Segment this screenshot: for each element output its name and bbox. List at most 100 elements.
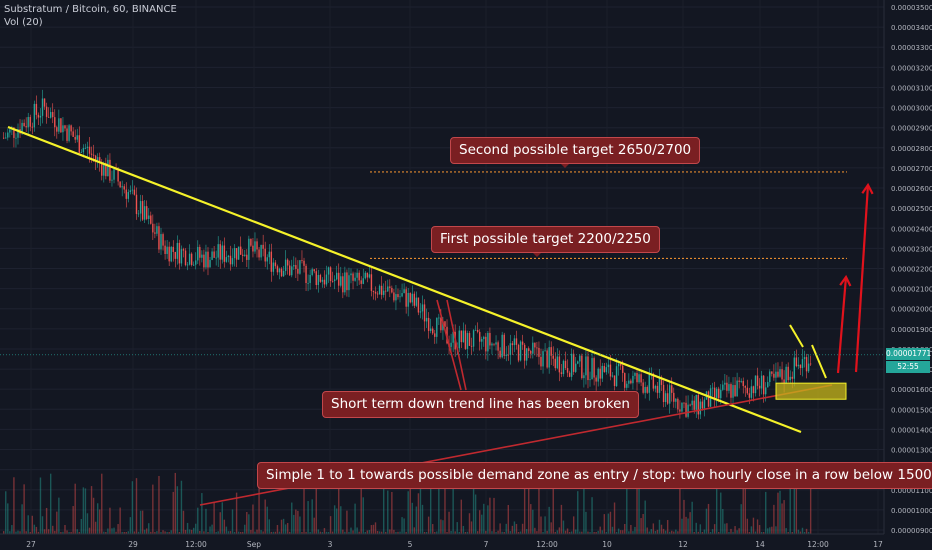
- volume-bar: [45, 507, 48, 534]
- volume-bar: [54, 530, 56, 534]
- candle-body: [199, 246, 201, 258]
- volume-bar: [671, 530, 673, 534]
- volume-bar: [523, 483, 526, 534]
- volume-bar: [49, 473, 52, 534]
- candle-body: [201, 254, 203, 258]
- volume-bar: [501, 531, 503, 534]
- volume-bar: [699, 524, 702, 534]
- volume-bar: [683, 499, 685, 534]
- candle-body: [372, 290, 375, 292]
- candle-body: [348, 275, 350, 291]
- volume-bar: [750, 526, 753, 534]
- volume-bar: [720, 492, 722, 534]
- volume-bar: [476, 531, 479, 534]
- volume-bar: [127, 531, 130, 534]
- candle-body: [595, 377, 597, 382]
- volume-bar: [360, 481, 362, 534]
- volume-bar: [440, 519, 442, 534]
- candle-body: [329, 267, 332, 281]
- volume-bar: [174, 472, 177, 534]
- price-tick-label: 0.00001100: [891, 487, 932, 495]
- downtrend-line: [7, 125, 802, 434]
- candle-body: [231, 258, 234, 265]
- volume-bar: [96, 503, 99, 534]
- second-target-arrow-head: [861, 182, 874, 195]
- candle-body: [211, 251, 213, 260]
- volume-bar: [168, 532, 170, 534]
- volume-bar: [395, 532, 397, 534]
- volume-bar: [229, 531, 232, 534]
- candle-body: [407, 292, 409, 307]
- candle-body: [734, 385, 736, 397]
- candle-body: [25, 126, 27, 128]
- volume-bar: [143, 529, 146, 534]
- volume-bar: [419, 482, 422, 534]
- candle-body: [215, 257, 217, 259]
- candle-body: [395, 294, 397, 301]
- callout-pointer: [532, 252, 542, 257]
- volume-bar: [624, 523, 626, 534]
- candle-body: [509, 343, 512, 355]
- candle-body: [585, 356, 587, 376]
- volume-bar: [284, 524, 287, 534]
- candle-body: [603, 365, 606, 373]
- volume-bar: [536, 531, 538, 534]
- candle-body: [176, 242, 179, 259]
- candle-body: [168, 246, 170, 262]
- volume-bar: [119, 507, 121, 534]
- volume-bar: [170, 530, 172, 534]
- candle-body: [519, 341, 522, 361]
- volume-bar: [350, 527, 352, 534]
- volume-bar: [689, 512, 691, 534]
- candle-body: [172, 246, 174, 252]
- candle-body: [229, 255, 232, 265]
- volume-bar: [499, 523, 501, 534]
- candle-body: [213, 251, 215, 258]
- candle-body: [662, 384, 665, 402]
- volume-bar: [579, 531, 581, 534]
- candle-body: [303, 260, 305, 266]
- candle-body: [562, 360, 565, 374]
- candle-body: [534, 342, 536, 348]
- volume-bar: [307, 501, 309, 534]
- candle-body: [591, 358, 593, 380]
- candle-body: [583, 375, 585, 379]
- candle-body: [346, 272, 348, 291]
- volume-bar: [256, 529, 258, 534]
- volume-bar: [656, 529, 659, 534]
- volume-bar: [615, 531, 618, 534]
- volume-bar: [460, 499, 463, 534]
- candle-body: [274, 262, 277, 267]
- candle-body: [362, 278, 364, 284]
- volume-bar: [68, 532, 70, 534]
- volume-bar: [489, 497, 491, 534]
- volume-bar: [636, 474, 638, 534]
- volume-bar: [809, 488, 812, 534]
- volume-bar: [597, 530, 599, 534]
- candle-body: [458, 330, 460, 349]
- candle-body: [656, 385, 659, 393]
- second-target-arrow: [854, 184, 870, 373]
- volume-bar: [552, 476, 554, 534]
- volume-bar: [131, 481, 134, 534]
- candle-body: [787, 366, 789, 381]
- volume-bar: [103, 531, 105, 534]
- candle-body: [148, 215, 150, 219]
- volume-bar: [393, 529, 395, 534]
- candle-body: [364, 272, 366, 279]
- volume-bar: [497, 530, 499, 534]
- candle-body: [385, 290, 387, 292]
- volume-bar: [246, 511, 248, 534]
- candle-body: [619, 363, 622, 366]
- volume-bar: [550, 522, 552, 534]
- volume-bar: [107, 528, 109, 534]
- volume-bar: [270, 531, 273, 534]
- volume-bar: [276, 525, 279, 534]
- volume-bar: [701, 532, 704, 534]
- price-tick-label: 0.00002700: [891, 165, 932, 173]
- volume-bar: [458, 531, 460, 534]
- candle-body: [742, 380, 744, 387]
- volume-bar: [223, 519, 226, 534]
- candle-body: [805, 357, 808, 372]
- volume-bar: [697, 531, 699, 534]
